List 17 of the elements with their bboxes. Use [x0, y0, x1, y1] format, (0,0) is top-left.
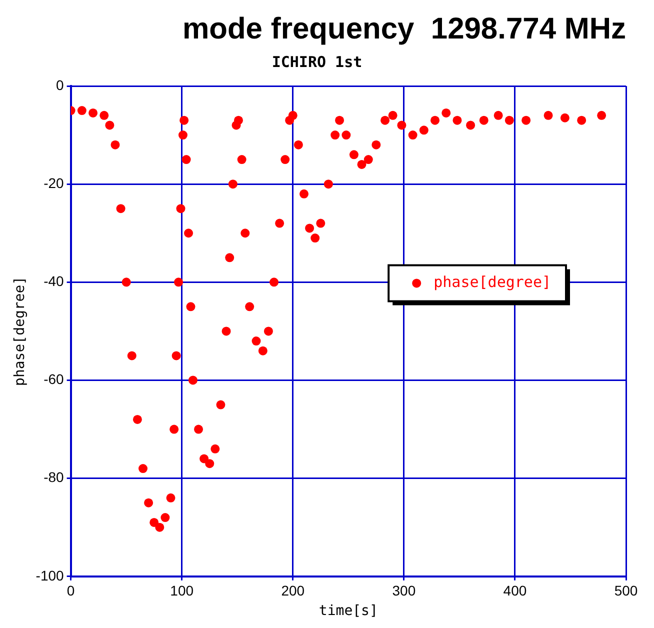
- x-tick-label: 200: [281, 582, 305, 599]
- x-tick-label: 400: [503, 582, 527, 599]
- chart-title: mode frequency 1298.774 MHz: [182, 12, 626, 46]
- legend-label: phase[degree]: [434, 273, 552, 292]
- x-tick-label: 300: [392, 582, 416, 599]
- x-axis-title: time[s]: [318, 603, 378, 620]
- x-tick-label: 100: [170, 582, 194, 599]
- y-tick-label: 0: [56, 76, 64, 93]
- y-axis-title: phase[degree]: [12, 276, 28, 386]
- y-tick-label: -60: [44, 371, 64, 388]
- chart-subtitle: ICHIRO 1st: [272, 52, 362, 71]
- x-tick-label: 0: [66, 582, 75, 599]
- y-tick-label: -40: [44, 273, 64, 290]
- x-tick-label: 500: [614, 582, 638, 599]
- y-tick-label: -100: [36, 567, 64, 584]
- y-tick-label: -20: [44, 174, 64, 191]
- y-tick-label: -80: [44, 469, 64, 486]
